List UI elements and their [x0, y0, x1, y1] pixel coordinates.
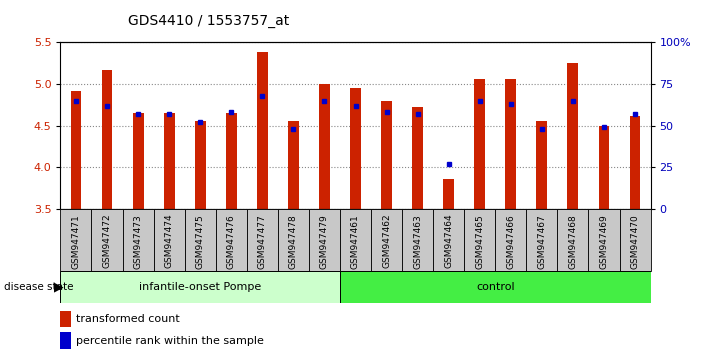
- Text: GSM947469: GSM947469: [599, 214, 609, 269]
- FancyBboxPatch shape: [215, 209, 247, 271]
- Bar: [443, 179, 454, 209]
- FancyBboxPatch shape: [60, 271, 340, 303]
- FancyBboxPatch shape: [433, 209, 464, 271]
- Bar: [102, 70, 112, 209]
- Text: ▶: ▶: [53, 280, 63, 293]
- Text: GSM947470: GSM947470: [631, 214, 639, 269]
- Text: GSM947461: GSM947461: [351, 214, 360, 269]
- Bar: [133, 113, 144, 209]
- Bar: [381, 101, 392, 209]
- Bar: [60, 332, 71, 349]
- FancyBboxPatch shape: [122, 209, 154, 271]
- FancyBboxPatch shape: [464, 209, 496, 271]
- Bar: [288, 121, 299, 209]
- FancyBboxPatch shape: [496, 209, 526, 271]
- FancyBboxPatch shape: [589, 209, 619, 271]
- Bar: [599, 126, 609, 209]
- Text: GSM947463: GSM947463: [413, 214, 422, 269]
- Text: GSM947474: GSM947474: [165, 214, 173, 268]
- Bar: [536, 121, 547, 209]
- Bar: [70, 91, 81, 209]
- Text: GDS4410 / 1553757_at: GDS4410 / 1553757_at: [128, 14, 289, 28]
- FancyBboxPatch shape: [619, 209, 651, 271]
- FancyBboxPatch shape: [340, 209, 371, 271]
- Text: GSM947475: GSM947475: [196, 214, 205, 269]
- Text: GSM947468: GSM947468: [568, 214, 577, 269]
- FancyBboxPatch shape: [371, 209, 402, 271]
- FancyBboxPatch shape: [557, 209, 589, 271]
- Text: infantile-onset Pompe: infantile-onset Pompe: [139, 282, 262, 292]
- Text: GSM947462: GSM947462: [382, 214, 391, 268]
- FancyBboxPatch shape: [309, 209, 340, 271]
- Text: GSM947472: GSM947472: [102, 214, 112, 268]
- Text: disease state: disease state: [4, 282, 73, 292]
- Text: transformed count: transformed count: [76, 314, 180, 324]
- Text: GSM947471: GSM947471: [72, 214, 80, 269]
- Text: GSM947478: GSM947478: [289, 214, 298, 269]
- FancyBboxPatch shape: [154, 209, 185, 271]
- FancyBboxPatch shape: [92, 209, 122, 271]
- Text: control: control: [476, 282, 515, 292]
- FancyBboxPatch shape: [185, 209, 215, 271]
- Bar: [412, 107, 423, 209]
- Bar: [60, 311, 71, 327]
- Bar: [506, 79, 516, 209]
- FancyBboxPatch shape: [278, 209, 309, 271]
- FancyBboxPatch shape: [340, 271, 651, 303]
- Bar: [257, 52, 268, 209]
- Text: GSM947467: GSM947467: [538, 214, 546, 269]
- Bar: [226, 113, 237, 209]
- Bar: [319, 84, 330, 209]
- Text: GSM947465: GSM947465: [475, 214, 484, 269]
- FancyBboxPatch shape: [60, 209, 92, 271]
- Text: GSM947476: GSM947476: [227, 214, 236, 269]
- Bar: [567, 63, 578, 209]
- FancyBboxPatch shape: [402, 209, 433, 271]
- Text: percentile rank within the sample: percentile rank within the sample: [76, 336, 264, 346]
- Text: GSM947473: GSM947473: [134, 214, 143, 269]
- Text: GSM947479: GSM947479: [320, 214, 329, 269]
- Bar: [350, 88, 361, 209]
- Bar: [630, 116, 641, 209]
- FancyBboxPatch shape: [247, 209, 278, 271]
- Bar: [474, 79, 485, 209]
- Bar: [164, 113, 175, 209]
- FancyBboxPatch shape: [526, 209, 557, 271]
- Text: GSM947466: GSM947466: [506, 214, 515, 269]
- Text: GSM947464: GSM947464: [444, 214, 453, 268]
- Text: GSM947477: GSM947477: [258, 214, 267, 269]
- Bar: [195, 121, 205, 209]
